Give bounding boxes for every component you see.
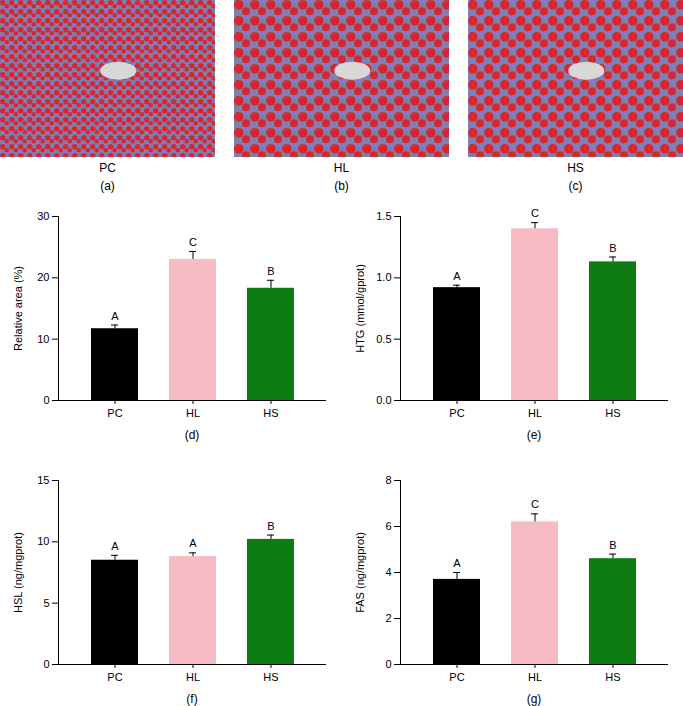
html-text:PC: PC: [99, 161, 116, 175]
svg-text:4: 4: [385, 566, 391, 578]
svg-text:1.5: 1.5: [376, 210, 391, 222]
html-text:(g): (g): [526, 692, 542, 706]
svg-text:HTG (mmol/gprot): HTG (mmol/gprot): [354, 264, 366, 353]
svg-text:A: A: [189, 537, 197, 549]
svg-text:5: 5: [43, 597, 49, 609]
svg-text:6: 6: [385, 520, 391, 532]
html-text:(a): (a): [100, 179, 115, 193]
svg-text:A: A: [453, 270, 461, 282]
svg-text:10: 10: [37, 333, 49, 345]
svg-text:HS: HS: [263, 671, 278, 683]
svg-text:1.0: 1.0: [376, 271, 391, 283]
html-text:(f): (f): [186, 692, 198, 706]
html-text:HS: HS: [567, 161, 584, 175]
svg-text:0.5: 0.5: [376, 333, 391, 345]
html-text:HL: HL: [333, 161, 350, 175]
svg-text:PC: PC: [449, 671, 464, 683]
svg-text:2: 2: [385, 612, 391, 624]
svg-text:PC: PC: [107, 407, 122, 419]
svg-text:A: A: [453, 557, 461, 569]
svg-text:B: B: [609, 539, 616, 551]
svg-text:HL: HL: [528, 671, 542, 683]
svg-text:A: A: [111, 310, 119, 322]
svg-text:FAS (ng/mgprot): FAS (ng/mgprot): [354, 532, 366, 613]
svg-text:0: 0: [43, 394, 49, 406]
html-text:(b): (b): [334, 179, 349, 193]
svg-text:PC: PC: [107, 671, 122, 683]
svg-text:15: 15: [37, 474, 49, 486]
svg-text:0: 0: [43, 658, 49, 670]
svg-text:30: 30: [37, 210, 49, 222]
svg-text:B: B: [267, 265, 274, 277]
svg-text:B: B: [609, 242, 616, 254]
svg-text:10: 10: [37, 535, 49, 547]
html-text:(d): (d): [184, 428, 200, 442]
svg-text:B: B: [267, 520, 274, 532]
svg-text:PC: PC: [449, 407, 464, 419]
svg-text:HL: HL: [186, 671, 200, 683]
svg-text:20: 20: [37, 271, 49, 283]
svg-text:HL: HL: [528, 407, 542, 419]
svg-text:HL: HL: [186, 407, 200, 419]
svg-text:HS: HS: [605, 671, 620, 683]
svg-text:A: A: [111, 540, 119, 552]
svg-text:HSL (ng/mgprot): HSL (ng/mgprot): [12, 532, 24, 613]
svg-text:HS: HS: [605, 407, 620, 419]
html-text:(e): (e): [526, 428, 542, 442]
svg-text:0: 0: [385, 658, 391, 670]
svg-text:C: C: [531, 207, 539, 219]
svg-text:C: C: [531, 498, 539, 510]
svg-text:HS: HS: [263, 407, 278, 419]
svg-text:Relative area (%): Relative area (%): [12, 266, 24, 351]
svg-text:0.0: 0.0: [376, 394, 391, 406]
svg-text:C: C: [189, 236, 197, 248]
html-text:(c): (c): [568, 179, 583, 193]
svg-text:8: 8: [385, 474, 391, 486]
